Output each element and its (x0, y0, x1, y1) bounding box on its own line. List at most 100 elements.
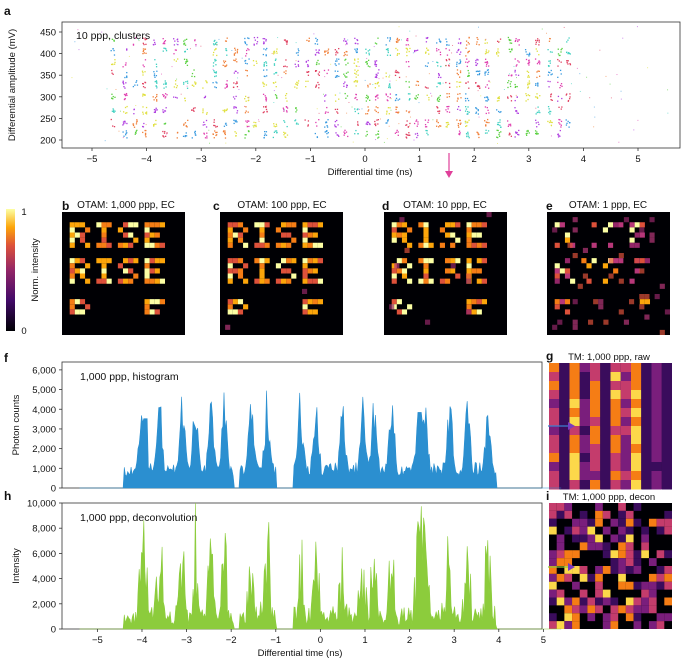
panel-a-cluster-point (236, 82, 238, 84)
panel-a-cluster-point (286, 107, 289, 109)
panel-a-cluster-point (497, 123, 500, 126)
image-pixel (590, 480, 601, 490)
panel-a-cluster-point (286, 40, 288, 42)
panel-a-outlier-point (225, 142, 227, 144)
image-pixel (476, 242, 482, 248)
panel-a-cluster-point (123, 135, 125, 137)
panel-a-cluster-point (467, 51, 470, 53)
panel-a-cluster-point (367, 96, 369, 99)
panel-a-cluster-point (194, 40, 196, 42)
image-noise-pixel (572, 227, 578, 233)
image-noise-pixel (664, 309, 670, 315)
panel-a-outlier-point (546, 32, 548, 34)
panel-a-cluster-point (175, 49, 177, 51)
image-pixel (101, 263, 107, 269)
image-pixel (569, 480, 580, 490)
panel-a-cluster-point (111, 69, 113, 72)
panel-a-outlier-point (347, 39, 349, 41)
panel-a-frame (61, 21, 681, 149)
panel-a-cluster-point (498, 52, 500, 54)
panel-a-cluster-point (440, 76, 442, 79)
panel-a-cluster-point (525, 93, 527, 95)
panel-a-cluster-point (397, 112, 399, 114)
panel-a-cluster-point (123, 93, 126, 96)
panel-a-cluster-point (215, 126, 217, 128)
panel-a-cluster-point (558, 122, 560, 124)
panel-a-cluster-point (163, 83, 165, 85)
panel-a-outlier-point (599, 49, 601, 51)
panel-a-cluster-point (525, 94, 528, 97)
panel-a-cluster-point (225, 65, 227, 67)
image-pixel (286, 222, 292, 228)
image-noise-pixel (598, 304, 604, 310)
panel-a-cluster-point (206, 137, 208, 139)
panel-a-cluster-point (335, 75, 338, 77)
panel-a-cluster-point (195, 44, 197, 46)
panel-a-cluster-point (156, 86, 158, 88)
panel-a-cluster-point (355, 50, 357, 52)
image-noise-pixel (577, 283, 583, 289)
image-pixel (471, 232, 477, 238)
panel-a-cluster-point (509, 85, 512, 88)
panel-a-cluster-point (336, 76, 338, 78)
panel-a-cluster-point (438, 49, 440, 51)
panel-a-outlier-point (186, 85, 188, 87)
panel-a-cluster-point (356, 49, 358, 51)
panel-a-cluster-point (561, 97, 563, 100)
panel-h-x-tick-label: 4 (496, 635, 501, 646)
panel-a-cluster-point (385, 94, 388, 96)
panel-a-cluster-point (244, 41, 246, 43)
panel-a-cluster-point (456, 61, 458, 64)
panel-a-cluster-point (428, 96, 430, 99)
panel-a-cluster-point (496, 53, 498, 55)
panel-a-cluster-point (122, 82, 124, 84)
image-pixel (423, 237, 429, 243)
panel-a-cluster-point (357, 121, 359, 123)
panel-a-cluster-point (343, 131, 345, 133)
image-pixel (661, 417, 672, 427)
image-pixel (587, 526, 596, 535)
image-pixel (128, 222, 134, 228)
image-pixel (291, 237, 297, 243)
panel-a-cluster-point (460, 51, 462, 53)
image-pixel (232, 232, 238, 238)
panel-a-outlier-point (413, 139, 415, 141)
panel-a-cluster-point (214, 75, 216, 78)
image-pixel (144, 263, 150, 269)
panel-a-cluster-point (142, 131, 144, 134)
panel-a-cluster-point (409, 98, 411, 100)
panel-a-cluster-point (357, 58, 359, 60)
panel-a-cluster-point (143, 122, 145, 125)
image-pixel (651, 480, 662, 490)
panel-a-outlier-point (586, 76, 588, 78)
image-pixel (618, 542, 626, 551)
panel-a-outlier-point (398, 26, 400, 28)
panel-a-outlier-point (161, 73, 163, 75)
image-pixel (631, 435, 642, 445)
image-pixel (128, 258, 134, 264)
panel-a-cluster-point (334, 49, 336, 51)
panel-a-cluster-point (335, 100, 337, 102)
panel-a-cluster-point (224, 60, 227, 62)
panel-a-cluster-point (464, 110, 467, 112)
image-pixel (620, 399, 631, 409)
panel-a-cluster-point (325, 111, 327, 113)
image-pixel (559, 471, 570, 481)
panel-a-cluster-point (224, 87, 226, 89)
panel-a-cluster-point (354, 80, 357, 82)
panel-a-cluster-point (346, 43, 348, 45)
panel-a-cluster-point (356, 81, 358, 83)
panel-a-cluster-point (307, 124, 309, 126)
image-pixel (661, 372, 672, 382)
image-pixel (602, 566, 611, 574)
panel-a-cluster-point (143, 43, 145, 46)
panel-a-cluster-point (163, 95, 165, 98)
panel-a-cluster-point (467, 61, 469, 64)
panel-a-cluster-point (144, 132, 147, 135)
panel-a-cluster-point (536, 133, 538, 135)
panel-a-cluster-point (497, 55, 499, 57)
panel-a-cluster-point (457, 98, 459, 100)
panel-a-cluster-point (354, 72, 356, 75)
panel-a-cluster-point (354, 133, 356, 135)
image-pixel (656, 566, 665, 574)
